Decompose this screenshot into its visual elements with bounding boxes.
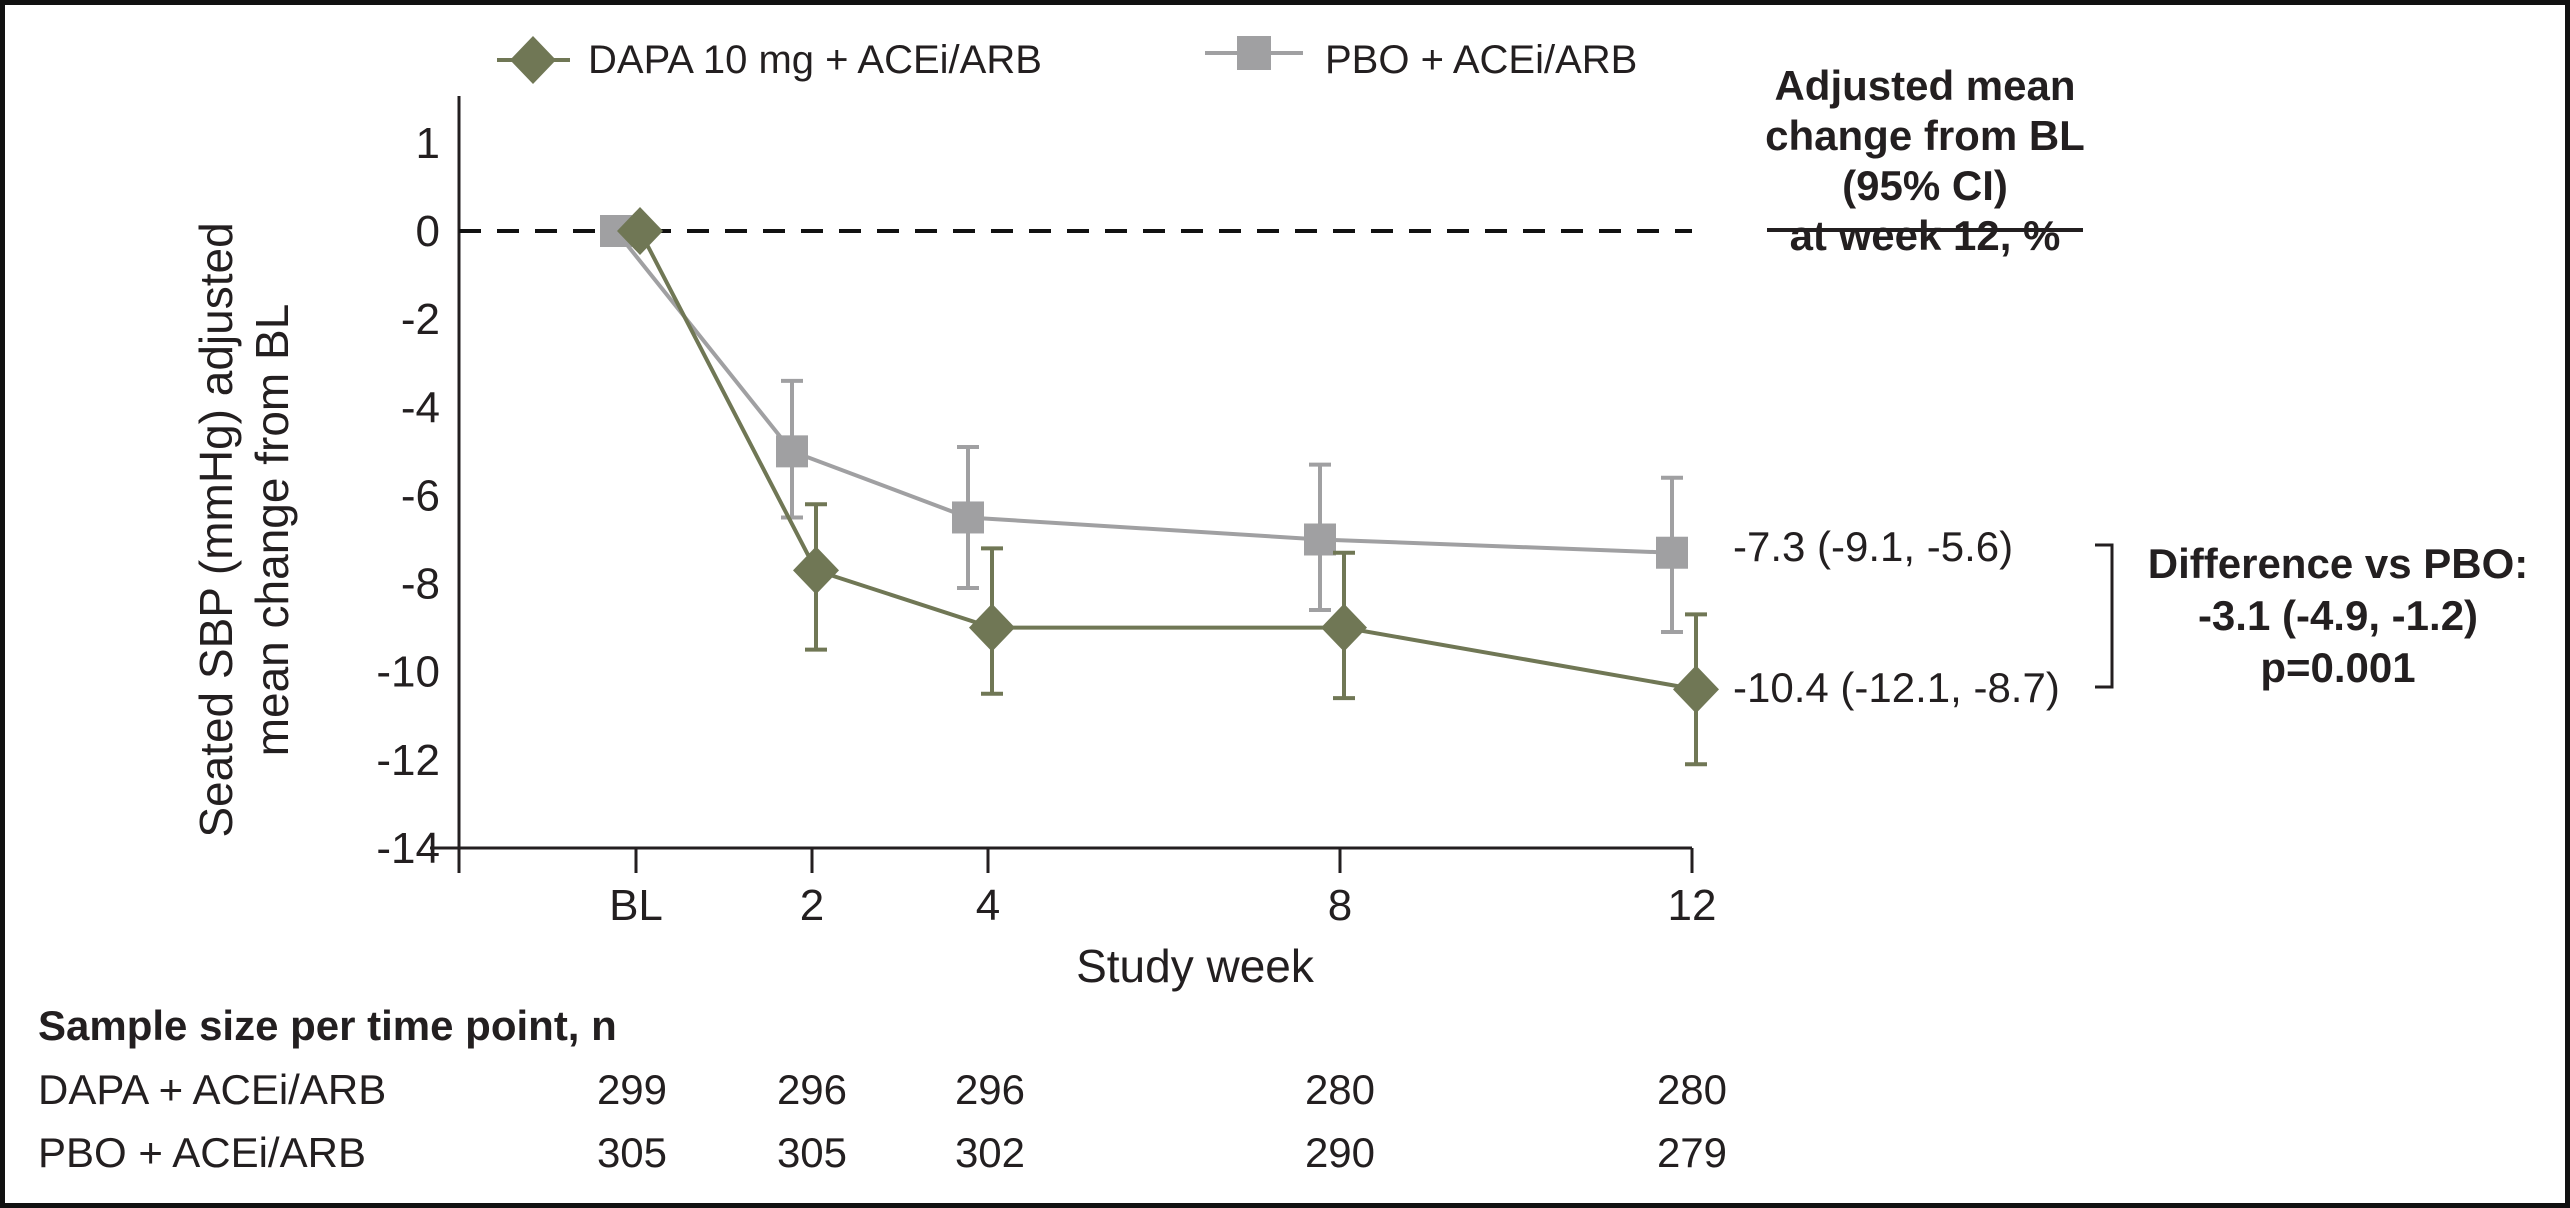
dapa-data-point: [1673, 665, 1719, 714]
x-tick-label: 4: [976, 881, 1000, 930]
header-line-1: Adjusted mean: [1774, 62, 2075, 109]
sample-size-cell: 279: [1657, 1129, 1727, 1176]
sample-size-cell: 305: [597, 1129, 667, 1176]
pbo-data-point: [952, 501, 984, 534]
legend-pbo-square-marker: [1237, 36, 1271, 70]
y-tick-labels: 1 0 -2 -4 -6 -8 -10 -12 -14: [376, 119, 459, 873]
header-line-2: change from BL: [1765, 112, 2085, 159]
dapa-week12-value-label: -10.4 (-12.1, -8.7): [1733, 664, 2060, 711]
sample-size-cell: 305: [777, 1129, 847, 1176]
dapa-data-point: [793, 546, 839, 595]
x-tick-label: 8: [1328, 881, 1352, 930]
sample-size-row-label: DAPA + ACEi/ARB: [38, 1066, 386, 1113]
week12-header: Adjusted mean change from BL (95% CI) at…: [1765, 62, 2085, 259]
sample-size-cell: 296: [955, 1066, 1025, 1113]
series-pbo: [600, 215, 1688, 635]
series-dapa: [617, 207, 1719, 767]
y-tick-label: 0: [416, 207, 440, 256]
y-axis-title-line1: Seated SBP (mmHg) adjusted: [190, 222, 242, 837]
pbo-data-point: [1656, 536, 1688, 569]
sample-size-title: Sample size per time point, n: [38, 1002, 617, 1049]
x-tick-label: BL: [609, 881, 663, 930]
difference-line-2: -3.1 (-4.9, -1.2): [2198, 592, 2478, 639]
legend-dapa-diamond-marker: [510, 36, 556, 84]
y-tick-label: -2: [401, 295, 440, 344]
dapa-data-point: [969, 603, 1015, 652]
y-axis-title-line2: mean change from BL: [246, 304, 298, 757]
legend-dapa-label: DAPA 10 mg + ACEi/ARB: [588, 38, 1042, 82]
y-tick-label: -14: [376, 824, 440, 873]
dapa-data-point: [617, 207, 663, 255]
dapa-data-point: [1321, 603, 1367, 652]
sample-size-cell: 290: [1305, 1129, 1375, 1176]
series-layer: [600, 207, 1719, 767]
difference-bracket: [2095, 543, 2114, 689]
y-tick-label: -12: [376, 736, 440, 785]
pbo-line: [614, 229, 1673, 555]
header-line-4: at week 12, %: [1790, 212, 2061, 259]
difference-line-1: Difference vs PBO:: [2148, 540, 2528, 587]
legend: DAPA 10 mg + ACEi/ARB PBO + ACEi/ARB: [497, 36, 1637, 84]
pbo-week12-value-label: -7.3 (-9.1, -5.6): [1733, 523, 2013, 570]
legend-item-pbo: PBO + ACEi/ARB: [1205, 36, 1637, 82]
sample-size-cell: 299: [597, 1066, 667, 1113]
difference-annotation: Difference vs PBO: -3.1 (-4.9, -1.2) p=0…: [2148, 540, 2528, 691]
x-axis-title: Study week: [1076, 940, 1315, 992]
y-tick-label: -4: [401, 383, 440, 432]
x-tick-label: 2: [800, 881, 824, 930]
y-tick-label: -10: [376, 648, 440, 697]
chart: DAPA 10 mg + ACEi/ARB PBO + ACEi/ARB 1 0 -…: [38, 36, 2528, 1176]
x-tick-label: 12: [1668, 881, 1717, 930]
axes: [430, 96, 1692, 873]
legend-pbo-label: PBO + ACEi/ARB: [1325, 38, 1637, 82]
sample-size-row-label: PBO + ACEi/ARB: [38, 1129, 366, 1176]
sample-size-table: Sample size per time point, n DAPA + ACE…: [38, 1002, 1727, 1176]
y-axis-title: Seated SBP (mmHg) adjusted mean change f…: [190, 222, 298, 837]
y-tick-label: -8: [401, 560, 440, 609]
header-line-3: (95% CI): [1842, 162, 2008, 209]
sample-size-cell: 280: [1305, 1066, 1375, 1113]
y-tick-label: 1: [416, 119, 440, 168]
x-ticks: BL 2 4 8 12: [457, 848, 1717, 930]
difference-line-3: p=0.001: [2260, 644, 2415, 691]
legend-item-dapa: DAPA 10 mg + ACEi/ARB: [497, 36, 1042, 84]
y-tick-label: -6: [401, 471, 440, 520]
sample-size-cell: 302: [955, 1129, 1025, 1176]
pbo-data-point: [776, 435, 808, 468]
sample-size-cell: 296: [777, 1066, 847, 1113]
sample-size-cell: 280: [1657, 1066, 1727, 1113]
sample-size-rows: DAPA + ACEi/ARB 299 296 296 280 280 PBO + ACEi…: [38, 1066, 1727, 1176]
pbo-data-point: [1304, 523, 1336, 556]
